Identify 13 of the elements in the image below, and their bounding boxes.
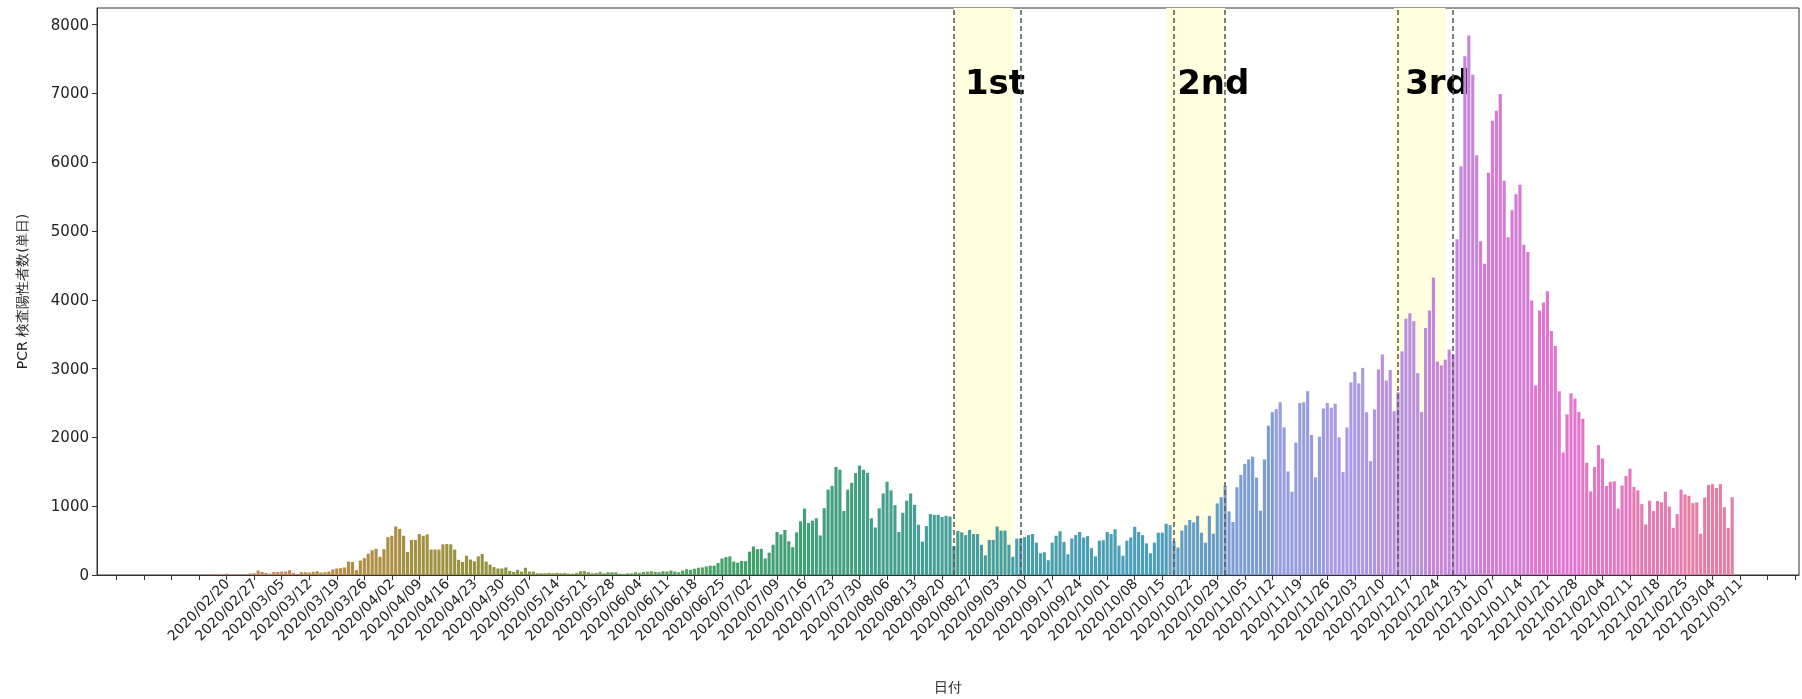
y-tick-label: 3000	[50, 359, 89, 378]
y-tick-label: 1000	[50, 497, 89, 516]
y-tick-label: 0	[79, 566, 89, 584]
x-axis-title: 日付	[934, 679, 962, 695]
y-tick-label: 7000	[50, 84, 89, 103]
band-label: 1st	[964, 62, 1026, 102]
y-tick-label: 5000	[50, 221, 89, 240]
y-tick-label: 8000	[50, 15, 89, 34]
y-tick-label: 6000	[50, 153, 89, 172]
band-label: 2nd	[1177, 62, 1250, 102]
y-axis-title: PCR 検査陽性者数(単日)	[14, 213, 30, 370]
y-tick-label: 4000	[50, 290, 89, 309]
y-tick-label: 2000	[50, 428, 89, 447]
